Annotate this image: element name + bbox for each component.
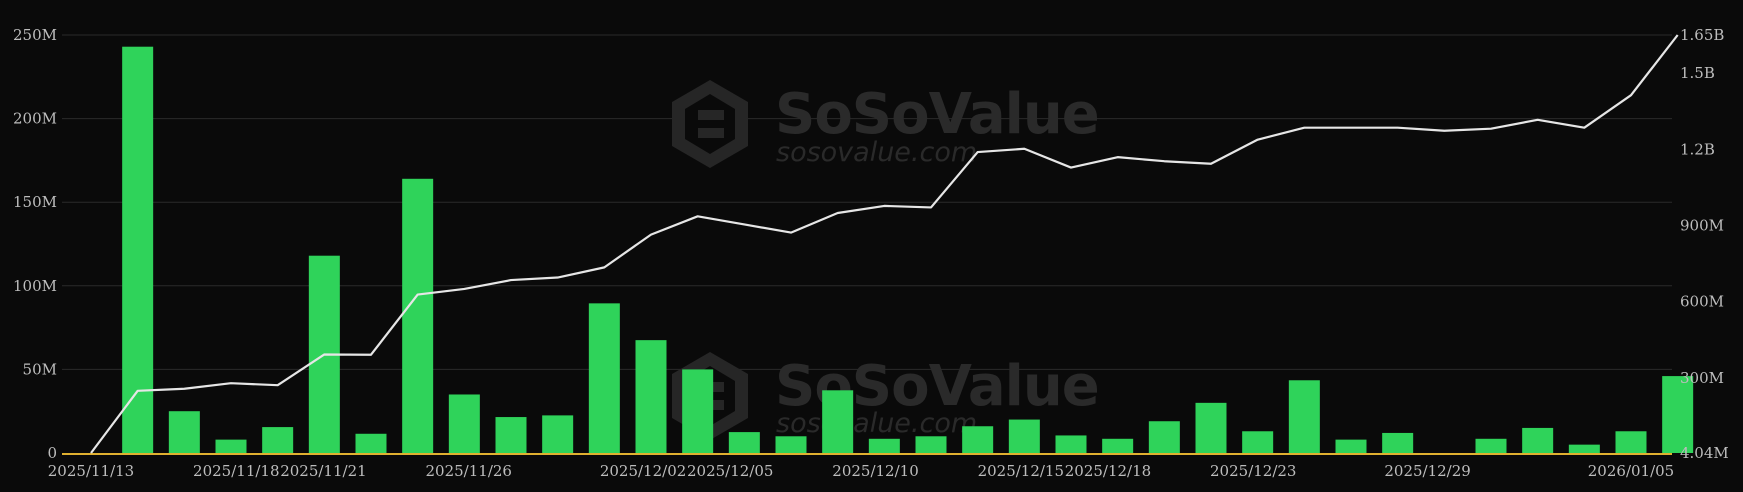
y-left-tick-label: 150M (13, 193, 57, 211)
bar (868, 438, 900, 453)
x-tick-label: 2025/12/05 (687, 462, 773, 480)
y-left-tick-label: 200M (13, 110, 57, 128)
bar (635, 340, 667, 453)
bar (122, 46, 154, 453)
x-tick-label: 2025/12/15 (978, 462, 1064, 480)
bar (1242, 431, 1274, 453)
bar (215, 439, 247, 453)
bar (822, 390, 854, 453)
x-tick-label: 2025/11/21 (280, 462, 366, 480)
sosovalue-logo-icon (672, 80, 748, 168)
bar (262, 427, 294, 453)
y-axis-left: 0 50M 100M 150M 200M 250M (13, 26, 57, 462)
bar (915, 436, 947, 453)
x-tick-label: 2025/12/29 (1384, 462, 1470, 480)
watermark-top: SoSoValue sosovalue.com (672, 80, 1100, 168)
x-tick-label: 2025/12/23 (1210, 462, 1296, 480)
bar (588, 303, 620, 453)
y-right-tick-label: 4.04M (1680, 444, 1729, 462)
y-right-tick-label: 1.2B (1680, 140, 1715, 158)
x-tick-label: 2025/12/18 (1065, 462, 1151, 480)
bar (1008, 419, 1040, 453)
bar (402, 178, 434, 454)
y-left-tick-label: 100M (13, 277, 57, 295)
bar (1288, 380, 1320, 453)
bar (728, 432, 760, 453)
bar (1615, 431, 1647, 453)
y-right-tick-label: 600M (1680, 293, 1724, 311)
y-left-tick-label: 0 (47, 444, 57, 462)
x-tick-label: 2025/12/10 (832, 462, 918, 480)
bar (542, 415, 574, 453)
bar-series (122, 46, 1694, 454)
y-right-tick-label: 1.5B (1680, 64, 1715, 82)
bar (355, 433, 387, 453)
x-axis: 2025/11/13 2025/11/18 2025/11/21 2025/11/26… (48, 462, 1674, 480)
x-tick-label: 2025/11/26 (426, 462, 512, 480)
bar (1335, 439, 1367, 453)
x-tick-label: 2025/11/13 (48, 462, 134, 480)
bar (495, 417, 527, 453)
line-series (90, 34, 1679, 454)
bar (775, 436, 807, 453)
bar (1662, 376, 1694, 453)
y-left-tick-label: 250M (13, 26, 57, 44)
bar (962, 426, 994, 453)
bar (1568, 444, 1600, 453)
y-right-tick-label: 900M (1680, 216, 1724, 234)
watermark-url-text: sosovalue.com (776, 408, 977, 439)
y-right-tick-label: 300M (1680, 369, 1724, 387)
y-axis-right: 4.04M 300M 600M 900M 1.2B 1.5B 1.65B (1680, 26, 1729, 462)
cumulative-line (90, 34, 1679, 454)
bar (682, 369, 714, 453)
bar (1102, 438, 1134, 453)
bar (168, 411, 200, 453)
watermark-url-text: sosovalue.com (776, 137, 977, 168)
x-tick-label: 2026/01/05 (1588, 462, 1674, 480)
x-tick-label: 2025/12/02 (600, 462, 686, 480)
bar (1148, 421, 1180, 453)
bar (1382, 432, 1414, 453)
bar (1055, 435, 1087, 453)
bar (1522, 427, 1554, 453)
watermark-brand-text: SoSoValue (775, 82, 1099, 147)
y-right-tick-label: 1.65B (1680, 26, 1724, 44)
bar (1475, 438, 1507, 453)
x-tick-label: 2025/11/18 (193, 462, 279, 480)
bar (448, 394, 480, 453)
y-left-tick-label: 50M (23, 360, 57, 378)
bar (1195, 402, 1227, 453)
